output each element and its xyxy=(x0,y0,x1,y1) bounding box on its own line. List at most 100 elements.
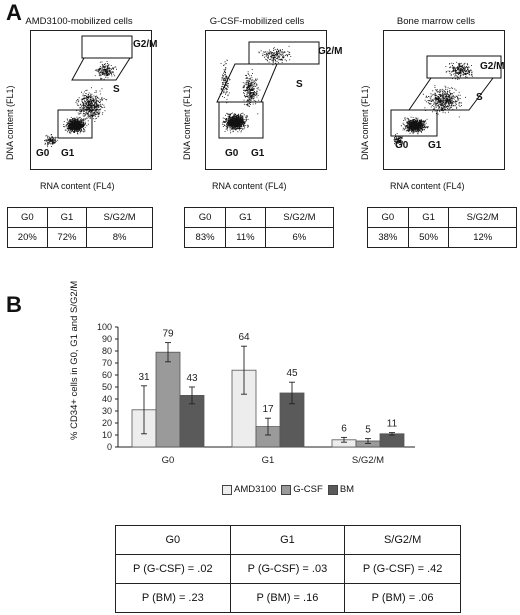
plot-2-gate-label-s: S xyxy=(296,79,303,90)
plot-3-frame xyxy=(383,30,505,170)
table-cell: P (G-CSF) = .03 xyxy=(229,554,346,584)
plot-1-ylabel: DNA content (FL1) xyxy=(5,85,15,160)
table-row: 83% 11% 6% xyxy=(183,227,335,248)
table-cell: 50% xyxy=(407,227,450,248)
cell-events xyxy=(44,61,117,148)
cell-events xyxy=(393,61,473,147)
table-cell: G1 xyxy=(229,525,346,555)
table-cell: G1 xyxy=(407,207,450,228)
table-cell: P (BM) = .06 xyxy=(344,583,461,613)
bar-chart: 0 10 20 30 40 50 60 70 80 90 100 31 79 43 G0 64 17 45 G1 6 5… xyxy=(97,322,415,466)
legend-label-amd3100: AMD3100 xyxy=(234,484,277,495)
plot-2-fraction-table: G0 G1 S/G2/M 83% 11% 6% xyxy=(183,207,335,248)
plot-2-gate-g1 xyxy=(218,101,264,139)
plot-2-gate-label-g1: G1 xyxy=(251,148,265,159)
plot-2-ylabel: DNA content (FL1) xyxy=(182,85,192,160)
table-cell: 11% xyxy=(225,227,266,248)
y-tick-label: 20 xyxy=(102,418,112,428)
plot-2-gate-label-g0: G0 xyxy=(225,148,239,159)
plot-1-gate-label-s: S xyxy=(113,84,120,95)
table-cell: G1 xyxy=(225,207,266,228)
plot-3-gate-label-g1: G1 xyxy=(428,140,442,151)
y-tick-label: 90 xyxy=(102,334,112,344)
y-tick-label: 30 xyxy=(102,406,112,416)
y-tick-label: 80 xyxy=(102,346,112,356)
plot-2-title: G-CSF-mobilized cells xyxy=(209,16,305,27)
y-tick-label: 10 xyxy=(102,430,112,440)
data-label: 31 xyxy=(138,372,150,383)
plot-2-gate-label-g2m: G2/M xyxy=(318,46,343,57)
plot-2-dots xyxy=(219,45,292,134)
plot-1-scatter xyxy=(30,30,152,170)
x-tick-label: G1 xyxy=(262,455,275,466)
plot-3-xlabel: RNA content (FL4) xyxy=(390,181,465,191)
plot-1-gate-g2m xyxy=(81,35,133,59)
plot-1-gate-label-g2m: G2/M xyxy=(133,39,158,50)
data-label: 45 xyxy=(286,368,298,379)
y-tick-label: 60 xyxy=(102,370,112,380)
plot-3-gate-label-g2m: G2/M xyxy=(480,61,505,72)
table-row: P (G-CSF) = .02 P (G-CSF) = .03 P (G-CSF… xyxy=(115,554,461,584)
plot-3-gate-label-g0: G0 xyxy=(395,140,409,151)
plot-3-ylabel: DNA content (FL1) xyxy=(360,85,370,160)
table-row: 38% 50% 12% xyxy=(367,227,517,248)
table-cell: G1 xyxy=(46,207,88,228)
plot-2-xlabel: RNA content (FL4) xyxy=(212,181,287,191)
table-cell: G0 xyxy=(7,207,48,228)
chart-ylabel: % CD34+ cells in G0, G1 and S/G2/M xyxy=(69,280,80,440)
table-cell: G0 xyxy=(367,207,409,228)
plot-1-gate-label-g0: G0 xyxy=(36,148,50,159)
table-cell: S/G2/M xyxy=(448,207,517,228)
bar-bm-2 xyxy=(379,433,405,448)
panel-a-label: A xyxy=(6,0,22,25)
plot-1-xlabel: RNA content (FL4) xyxy=(40,181,115,191)
chart-legend: AMD3100 G-CSF BM xyxy=(222,484,354,495)
table-cell: G0 xyxy=(183,207,227,228)
table-cell: 6% xyxy=(264,227,335,248)
pvalue-table: G0 G1 S/G2/M P (G-CSF) = .02 P (G-CSF) =… xyxy=(115,525,461,613)
table-header-row: G0 G1 S/G2/M xyxy=(367,207,517,228)
y-tick-label: 40 xyxy=(102,394,112,404)
plot-1-fraction-table: G0 G1 S/G2/M 20% 72% 8% xyxy=(7,207,153,248)
plot-3-title: Bone marrow cells xyxy=(396,16,476,27)
legend-swatch-amd3100 xyxy=(222,484,232,495)
legend-label-bm: BM xyxy=(339,484,355,495)
plot-1-gate-g1 xyxy=(57,109,93,139)
table-cell: S/G2/M xyxy=(344,525,461,555)
plot-1-title: AMD3100-mobilized cells xyxy=(25,16,133,27)
x-tick-label: G0 xyxy=(162,455,175,466)
table-cell: P (BM) = .16 xyxy=(229,583,346,613)
y-tick-label: 70 xyxy=(102,358,112,368)
panel-b-label: B xyxy=(6,292,22,317)
legend-label-gcsf: G-CSF xyxy=(293,484,323,495)
data-label: 17 xyxy=(262,404,274,415)
data-label: 6 xyxy=(341,423,347,434)
table-cell: 38% xyxy=(367,227,409,248)
table-cell: P (BM) = .23 xyxy=(115,583,231,613)
plot-1-dots xyxy=(44,61,117,148)
data-label: 64 xyxy=(238,332,250,343)
plot-3-gate-label-s: S xyxy=(476,92,483,103)
data-label: 11 xyxy=(387,419,398,430)
table-header-row: G0 G1 S/G2/M xyxy=(7,207,153,228)
y-tick-label: 100 xyxy=(97,322,112,332)
plot-3-gate-s xyxy=(408,77,494,111)
legend-swatch-gcsf xyxy=(281,484,292,495)
table-cell: 20% xyxy=(7,227,48,248)
plot-3-fraction-table: G0 G1 S/G2/M 38% 50% 12% xyxy=(367,207,517,248)
table-cell: 83% xyxy=(183,227,227,248)
data-label: 43 xyxy=(186,373,198,384)
table-header-row: G0 G1 S/G2/M xyxy=(115,525,461,555)
table-cell: 8% xyxy=(86,227,153,248)
bar-gcsf-0 xyxy=(155,351,181,448)
plot-3-scatter xyxy=(383,30,505,170)
legend-swatch-bm xyxy=(327,484,338,495)
data-label: 79 xyxy=(162,329,174,340)
table-cell: S/G2/M xyxy=(86,207,153,228)
table-cell: 12% xyxy=(448,227,517,248)
table-cell: G0 xyxy=(115,525,231,555)
table-cell: S/G2/M xyxy=(264,207,335,228)
plot-1-frame xyxy=(30,30,152,170)
table-cell: 72% xyxy=(46,227,88,248)
cell-events xyxy=(219,45,292,134)
